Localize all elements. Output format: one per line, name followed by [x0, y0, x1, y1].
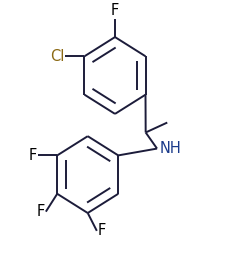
Text: NH: NH	[159, 141, 180, 156]
Text: F: F	[28, 148, 37, 163]
Text: F: F	[110, 3, 119, 18]
Text: Cl: Cl	[49, 49, 64, 64]
Text: F: F	[36, 204, 45, 219]
Text: F: F	[98, 223, 106, 238]
